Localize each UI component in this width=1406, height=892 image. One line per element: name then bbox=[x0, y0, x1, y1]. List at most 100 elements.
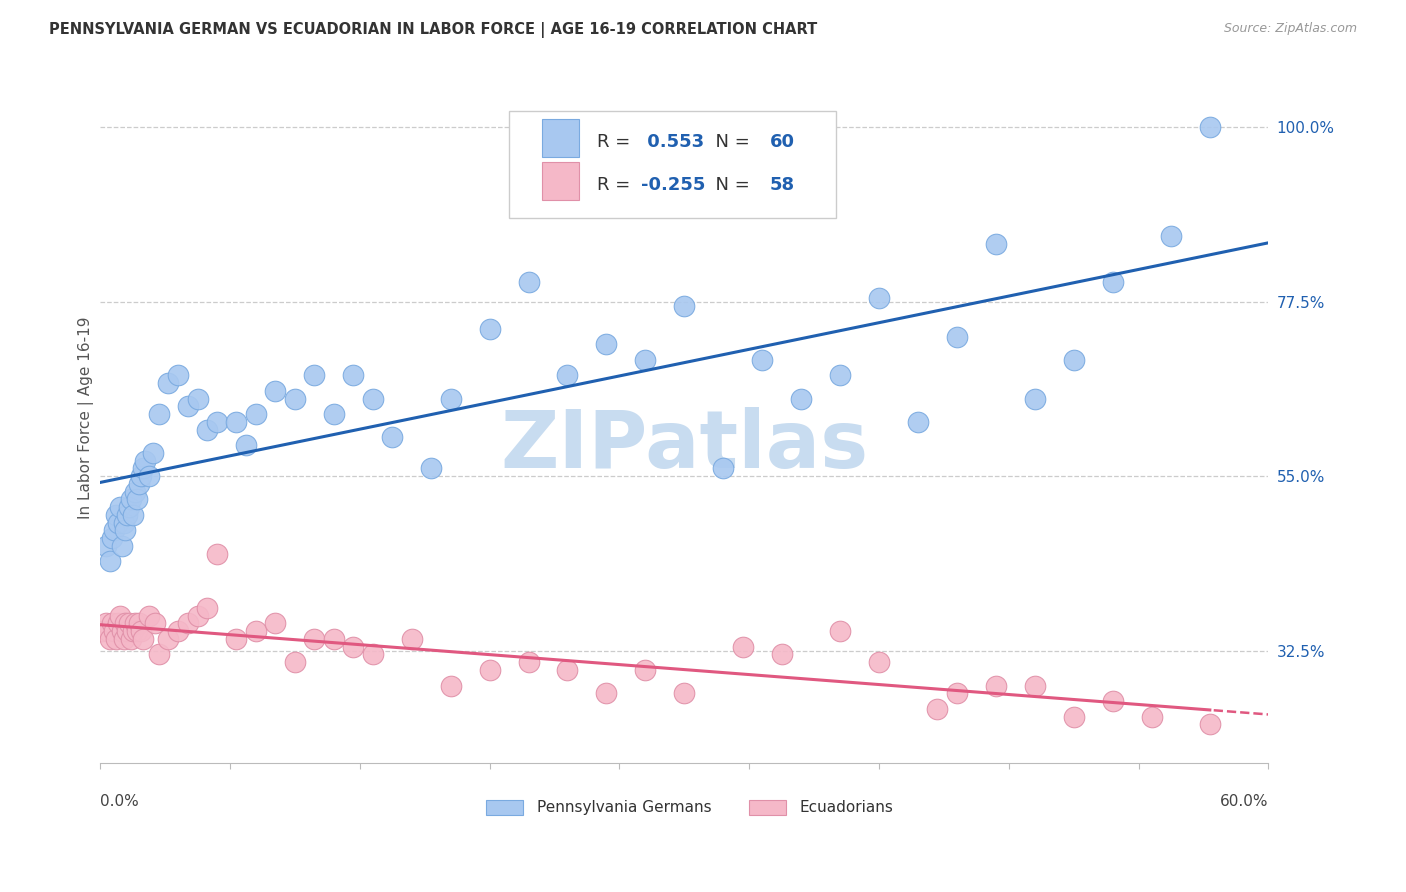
Text: N =: N = bbox=[704, 133, 755, 151]
Point bbox=[264, 384, 287, 398]
Point bbox=[97, 624, 120, 639]
Point bbox=[101, 531, 124, 545]
Point bbox=[122, 624, 145, 639]
Point bbox=[984, 236, 1007, 251]
Point bbox=[110, 539, 132, 553]
Text: ZIPatlas: ZIPatlas bbox=[501, 407, 869, 484]
Point bbox=[186, 608, 208, 623]
Point bbox=[381, 430, 404, 444]
Point bbox=[120, 492, 142, 507]
Point bbox=[148, 648, 170, 662]
Point bbox=[595, 337, 617, 351]
Point bbox=[128, 477, 150, 491]
Point bbox=[790, 392, 813, 406]
Point bbox=[128, 616, 150, 631]
Text: 58: 58 bbox=[769, 176, 794, 194]
Point bbox=[108, 608, 131, 623]
Point bbox=[108, 500, 131, 515]
Point bbox=[117, 624, 139, 639]
Point bbox=[595, 686, 617, 700]
Point bbox=[205, 415, 228, 429]
Point bbox=[103, 524, 125, 538]
Point bbox=[107, 616, 129, 631]
Point bbox=[157, 376, 180, 391]
Point bbox=[127, 492, 149, 507]
Point bbox=[118, 616, 141, 631]
FancyBboxPatch shape bbox=[485, 799, 523, 814]
Point bbox=[110, 624, 132, 639]
Point bbox=[1063, 352, 1085, 367]
Point bbox=[927, 702, 949, 716]
Point bbox=[751, 352, 773, 367]
Point bbox=[245, 624, 267, 639]
Point bbox=[245, 407, 267, 421]
Point bbox=[98, 632, 121, 646]
Point bbox=[284, 655, 307, 669]
Point bbox=[143, 616, 166, 631]
Point bbox=[322, 407, 344, 421]
Point bbox=[673, 686, 696, 700]
Point bbox=[557, 663, 579, 677]
Y-axis label: In Labor Force | Age 16-19: In Labor Force | Age 16-19 bbox=[79, 317, 94, 519]
FancyBboxPatch shape bbox=[509, 111, 837, 218]
Point bbox=[177, 616, 200, 631]
Text: Source: ZipAtlas.com: Source: ZipAtlas.com bbox=[1223, 22, 1357, 36]
Point bbox=[517, 655, 540, 669]
Point bbox=[361, 392, 384, 406]
Point bbox=[946, 686, 969, 700]
Text: R =: R = bbox=[596, 176, 636, 194]
Point bbox=[1101, 276, 1123, 290]
Point bbox=[1024, 679, 1046, 693]
Point bbox=[118, 500, 141, 515]
Point bbox=[138, 469, 160, 483]
Text: Ecuadorians: Ecuadorians bbox=[800, 800, 894, 814]
Point bbox=[225, 632, 247, 646]
Text: 60: 60 bbox=[769, 133, 794, 151]
Point bbox=[1199, 120, 1222, 135]
Point bbox=[225, 415, 247, 429]
FancyBboxPatch shape bbox=[541, 161, 579, 200]
Point bbox=[731, 640, 754, 654]
Point bbox=[142, 446, 165, 460]
Point bbox=[284, 392, 307, 406]
Text: Pennsylvania Germans: Pennsylvania Germans bbox=[537, 800, 711, 814]
Point bbox=[557, 368, 579, 383]
Text: R =: R = bbox=[596, 133, 636, 151]
Point bbox=[98, 554, 121, 568]
Point bbox=[112, 516, 135, 530]
Point bbox=[132, 461, 155, 475]
Point bbox=[304, 632, 326, 646]
Point bbox=[1024, 392, 1046, 406]
Point bbox=[440, 679, 463, 693]
Point bbox=[112, 632, 135, 646]
Point bbox=[157, 632, 180, 646]
Point bbox=[148, 407, 170, 421]
Point bbox=[342, 640, 364, 654]
Point bbox=[342, 368, 364, 383]
Text: 0.553: 0.553 bbox=[641, 133, 704, 151]
Point bbox=[478, 322, 501, 336]
Point bbox=[868, 655, 890, 669]
Point bbox=[134, 453, 156, 467]
Point bbox=[114, 524, 136, 538]
Point bbox=[946, 329, 969, 343]
Point bbox=[103, 624, 125, 639]
FancyBboxPatch shape bbox=[541, 119, 579, 157]
Point bbox=[401, 632, 423, 646]
Point bbox=[114, 616, 136, 631]
Point bbox=[868, 291, 890, 305]
Point bbox=[478, 663, 501, 677]
Text: N =: N = bbox=[704, 176, 755, 194]
Point bbox=[195, 601, 218, 615]
Point bbox=[235, 438, 257, 452]
Point bbox=[94, 539, 117, 553]
Text: -0.255: -0.255 bbox=[641, 176, 706, 194]
Point bbox=[517, 276, 540, 290]
Point bbox=[124, 616, 146, 631]
Text: 0.0%: 0.0% bbox=[100, 794, 139, 809]
Point bbox=[828, 368, 851, 383]
Point bbox=[440, 392, 463, 406]
Point bbox=[122, 508, 145, 522]
Point bbox=[195, 423, 218, 437]
Point bbox=[673, 299, 696, 313]
